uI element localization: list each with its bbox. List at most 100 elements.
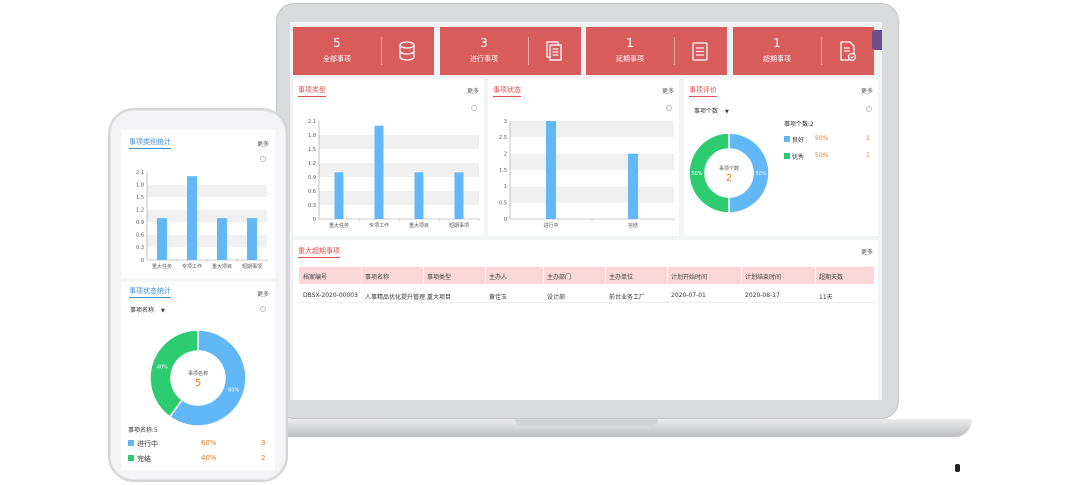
overdue-table-panel: 重大超期事项 更多 档案编号 事项名称 事项类型 主办人 主办部门 主办单位 计… bbox=[293, 240, 878, 400]
stat-card-delayed[interactable]: 1 延期事项 bbox=[586, 27, 727, 75]
list-document-icon bbox=[692, 42, 708, 61]
x-tick-label: 短期事项 bbox=[242, 263, 262, 270]
bar bbox=[217, 218, 227, 260]
grid-band bbox=[147, 234, 267, 248]
side-tab-handle[interactable] bbox=[872, 30, 882, 50]
y-tick-label: 1.2 bbox=[136, 208, 144, 214]
settings-icon[interactable] bbox=[260, 306, 266, 312]
column-divider bbox=[485, 267, 486, 284]
column-header: 主办单位 bbox=[609, 274, 634, 281]
bar bbox=[247, 218, 257, 260]
settings-icon[interactable] bbox=[666, 105, 672, 111]
settings-icon[interactable] bbox=[866, 106, 872, 112]
donut-slice bbox=[688, 132, 730, 214]
legend-name: 完结 bbox=[137, 455, 151, 463]
settings-icon[interactable] bbox=[471, 105, 477, 111]
y-tick-label: 2.5 bbox=[499, 135, 507, 141]
bar bbox=[374, 125, 384, 219]
grid-band bbox=[147, 184, 267, 198]
stat-divider bbox=[381, 37, 382, 65]
grid-band bbox=[510, 153, 674, 170]
more-link[interactable]: 更多 bbox=[466, 88, 479, 95]
metric-select-value: 事项个数 bbox=[694, 108, 719, 115]
metric-select-value: 事项名称 bbox=[130, 307, 155, 314]
donut-slice bbox=[149, 329, 199, 418]
y-tick-label: 1.5 bbox=[136, 195, 144, 201]
column-divider bbox=[815, 267, 816, 284]
legend-count: 1 bbox=[866, 152, 870, 159]
y-tick-label: 1.5 bbox=[499, 168, 507, 174]
panel-title: 事项状态统计 bbox=[129, 286, 171, 298]
stat-label: 延期事项 bbox=[616, 55, 644, 63]
stat-card-overdue[interactable]: 1 超期事项 bbox=[733, 27, 874, 75]
metric-select[interactable]: 事项个数 ▼ bbox=[694, 106, 729, 115]
y-tick-label: 0 bbox=[141, 258, 144, 264]
legend-count: 1 bbox=[866, 135, 870, 142]
y-tick-label: 2 bbox=[504, 151, 507, 157]
type-bar-chart: 0 0.3 0.6 0.9 1.2 1.5 1.8 2.1 重大任务 专项工作 重大项目 短期事项 bbox=[308, 119, 480, 229]
status-bar-chart: 0 0.5 1 1.5 2 2.5 3 进行中 完结 bbox=[499, 119, 675, 229]
y-tick-label: 0.6 bbox=[308, 189, 316, 195]
column-divider bbox=[741, 267, 742, 284]
stat-card-all[interactable]: 5 全部事项 bbox=[293, 27, 434, 75]
panel-title: 事项评价 bbox=[689, 85, 717, 97]
settings-icon[interactable] bbox=[260, 156, 266, 162]
stat-value: 1 bbox=[773, 36, 781, 50]
grid-band bbox=[510, 186, 674, 203]
table-cell: 人事精品优化提升管理... bbox=[365, 294, 431, 301]
stat-label: 超期事项 bbox=[763, 55, 791, 63]
stat-label: 全部事项 bbox=[323, 55, 351, 63]
legend-swatch bbox=[128, 455, 134, 461]
column-divider bbox=[423, 267, 424, 284]
y-tick-label: 1.8 bbox=[136, 182, 144, 188]
x-tick-label: 短期事项 bbox=[449, 222, 469, 229]
legend-count: 3 bbox=[261, 439, 266, 447]
column-divider bbox=[543, 267, 544, 284]
bar bbox=[414, 172, 424, 219]
bar bbox=[546, 121, 556, 219]
table-cell: DBSX-2020-00003 bbox=[303, 292, 358, 299]
legend-name: 进行中 bbox=[137, 440, 158, 448]
table-cell: 2020-07-01 bbox=[671, 292, 706, 299]
stat-card-in-progress[interactable]: 3 进行事项 bbox=[440, 27, 581, 75]
y-tick-label: 2.1 bbox=[136, 170, 144, 176]
donut-slice bbox=[728, 132, 770, 214]
legend-percent: 40% bbox=[201, 454, 217, 462]
column-header: 事项名称 bbox=[365, 274, 390, 281]
phone-type-bar-chart: 0 0.3 0.6 0.9 1.2 1.5 1.8 2.1 重大任务 专项工作 重大项目 短期事项 bbox=[136, 170, 268, 270]
stat-label: 进行事项 bbox=[470, 55, 498, 63]
column-header: 计划开始时间 bbox=[671, 274, 708, 281]
column-divider bbox=[667, 267, 668, 284]
legend-percent: 60% bbox=[201, 439, 217, 447]
more-link[interactable]: 更多 bbox=[257, 141, 270, 148]
panel-title: 重大超期事项 bbox=[298, 246, 340, 258]
table-header: 档案编号 事项名称 事项类型 主办人 主办部门 主办单位 计划开始时间 计划结束… bbox=[299, 267, 874, 284]
laptop-notch bbox=[515, 419, 658, 426]
y-tick-label: 0.3 bbox=[308, 203, 316, 209]
more-link[interactable]: 更多 bbox=[860, 249, 873, 256]
x-tick-label: 进行中 bbox=[543, 222, 558, 229]
more-link[interactable]: 更多 bbox=[257, 291, 270, 298]
table-cell: 设计部 bbox=[547, 294, 566, 301]
x-tick-label: 专项工作 bbox=[369, 222, 389, 229]
column-header: 主办部门 bbox=[547, 274, 572, 281]
grid-band bbox=[319, 163, 479, 177]
donut-center-value: 2 bbox=[726, 173, 732, 184]
legend-name: 良好 bbox=[792, 137, 805, 144]
donut-summary: 事项名称:5 bbox=[128, 427, 158, 434]
decorative-dot bbox=[955, 464, 960, 472]
metric-select[interactable]: 事项名称 ▼ bbox=[130, 305, 165, 314]
document-check-icon bbox=[840, 41, 857, 62]
column-header: 事项类型 bbox=[427, 274, 452, 281]
x-tick-label: 重大项目 bbox=[409, 222, 429, 229]
more-link[interactable]: 更多 bbox=[860, 88, 873, 95]
chevron-down-icon: ▼ bbox=[724, 109, 729, 115]
bar bbox=[334, 172, 344, 219]
donut-center-value: 5 bbox=[195, 378, 201, 389]
legend-swatch bbox=[784, 136, 790, 142]
panel-title: 事项类别统计 bbox=[129, 137, 171, 149]
more-link[interactable]: 更多 bbox=[661, 88, 674, 95]
bar bbox=[454, 172, 464, 219]
documents-icon bbox=[546, 41, 562, 61]
